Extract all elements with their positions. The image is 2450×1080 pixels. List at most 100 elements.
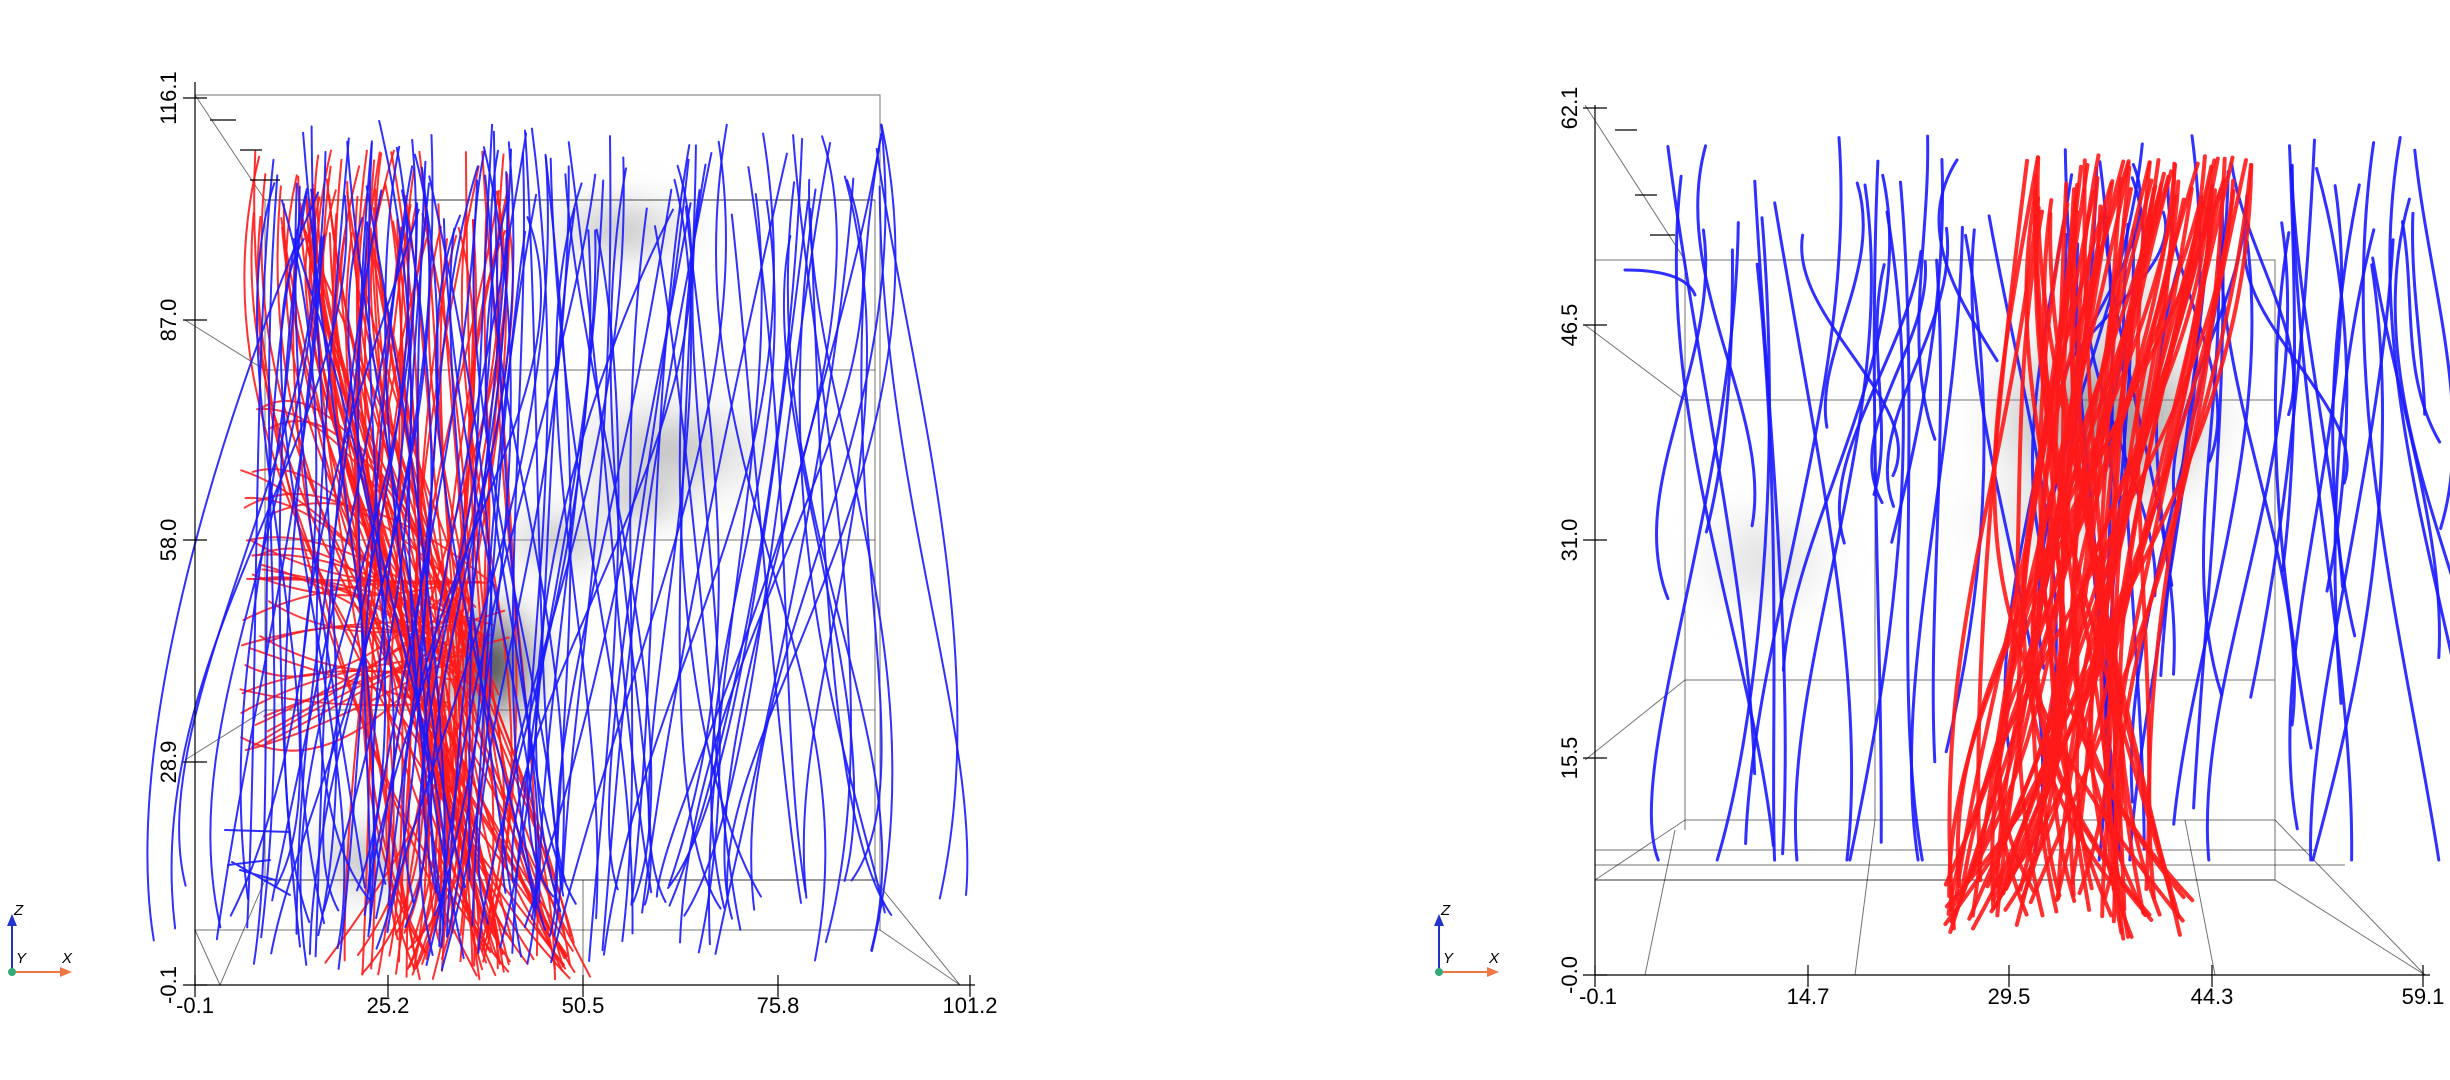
streamline [1985,202,2206,889]
streamline [567,141,653,894]
streamline [808,178,894,952]
streamline [523,202,692,928]
streamline [526,127,554,898]
streamline [630,144,691,906]
right-z-tick: 31.0 [1557,519,1582,562]
streamline [261,564,490,700]
left-render-view[interactable]: -0.1 28.9 58.0 87.0 116.1 -0.1 25.2 50.5… [0,0,1225,1080]
streamline [1870,260,1927,505]
left-z-tick: 87.0 [156,299,181,342]
streamline [1848,210,1905,862]
streamline [146,191,320,942]
streamline [678,163,762,898]
streamline [1955,194,2178,889]
streamline [607,158,690,891]
streamline [1995,178,2154,888]
streamline [1744,136,1843,845]
streamline [2034,205,2177,909]
streamline [782,235,856,882]
orientation-y-label: Y [16,950,27,967]
streamline [2288,184,2344,831]
streamline [535,208,674,913]
streamline [215,236,323,941]
right-x-tick: -0.1 [1579,984,1617,1009]
streamline [1704,248,1734,534]
streamline [679,179,865,944]
streamline [178,188,317,887]
streamline [1990,161,2131,911]
right-x-tick: 44.3 [2191,984,2234,1009]
right-scene[interactable]: -0.0 15.5 31.0 46.5 62.1 -0.1 14.7 29.5 … [1225,0,2450,1080]
streamline [256,182,302,888]
streamline [555,182,599,920]
streamline [1937,158,1999,363]
right-z-tick: -0.0 [1557,956,1582,994]
streamline [2104,158,2217,935]
streamline [316,193,564,968]
streamline [421,132,528,894]
streamline [243,155,569,958]
streamline [2413,148,2450,530]
streamline [1623,268,1697,297]
streamline [501,156,625,894]
streamline [667,200,809,889]
streamline [357,140,373,922]
streamline [2411,211,2427,416]
right-orientation-widget: Z Y X [1434,902,1500,977]
right-red-streamlines [1943,153,2254,941]
streamline [416,160,467,889]
streamline [2388,136,2450,656]
orientation-z-label: Z [1440,902,1451,919]
streamline [2201,255,2223,697]
streamline [747,166,807,893]
streamline [270,134,434,955]
streamline [544,153,572,908]
streamline [588,228,620,962]
streamline [239,185,301,900]
streamline [2400,220,2442,444]
streamline [550,140,727,964]
streamline [262,399,500,696]
streamline [2205,221,2290,862]
streamline [875,148,959,900]
streamline [170,194,348,930]
streamline [469,230,507,938]
left-scene[interactable]: -0.1 28.9 58.0 87.0 116.1 -0.1 25.2 50.5… [0,0,1225,1080]
streamline [1715,216,1771,862]
streamline [1753,179,1787,856]
streamline [2393,197,2450,576]
streamline [750,123,887,911]
streamline [1991,186,2133,902]
streamline [246,577,489,584]
streamline [2311,263,2385,862]
streamline [2003,198,2080,912]
streamline [710,199,776,909]
streamline [2309,238,2395,862]
streamline [1917,134,1937,441]
streamline [1944,233,1986,754]
streamline [1992,155,2185,923]
right-z-axis [1583,105,1675,976]
streamline [2290,163,2354,862]
left-z-tick: 28.9 [156,741,181,784]
streamline [283,234,325,923]
left-z-tick: 58.0 [156,519,181,562]
streamline [1773,201,1854,862]
right-z-tick: 46.5 [1557,304,1582,347]
right-z-tick-labels: -0.0 15.5 31.0 46.5 62.1 [1557,87,1582,994]
streamline [2331,183,2361,638]
streamline [654,225,742,931]
streamline [1823,181,1865,429]
streamline [524,129,567,883]
streamline [387,237,508,968]
streamline [714,177,855,955]
right-x-axis [1594,965,2430,987]
streamline [730,213,802,904]
streamline [402,216,542,904]
streamline [271,216,407,902]
left-x-tick: 25.2 [367,993,410,1018]
streamline [374,152,501,965]
streamline [647,178,693,903]
right-render-view[interactable]: -0.0 15.5 31.0 46.5 62.1 -0.1 14.7 29.5 … [1225,0,2450,1080]
right-z-tick: 62.1 [1557,87,1582,130]
